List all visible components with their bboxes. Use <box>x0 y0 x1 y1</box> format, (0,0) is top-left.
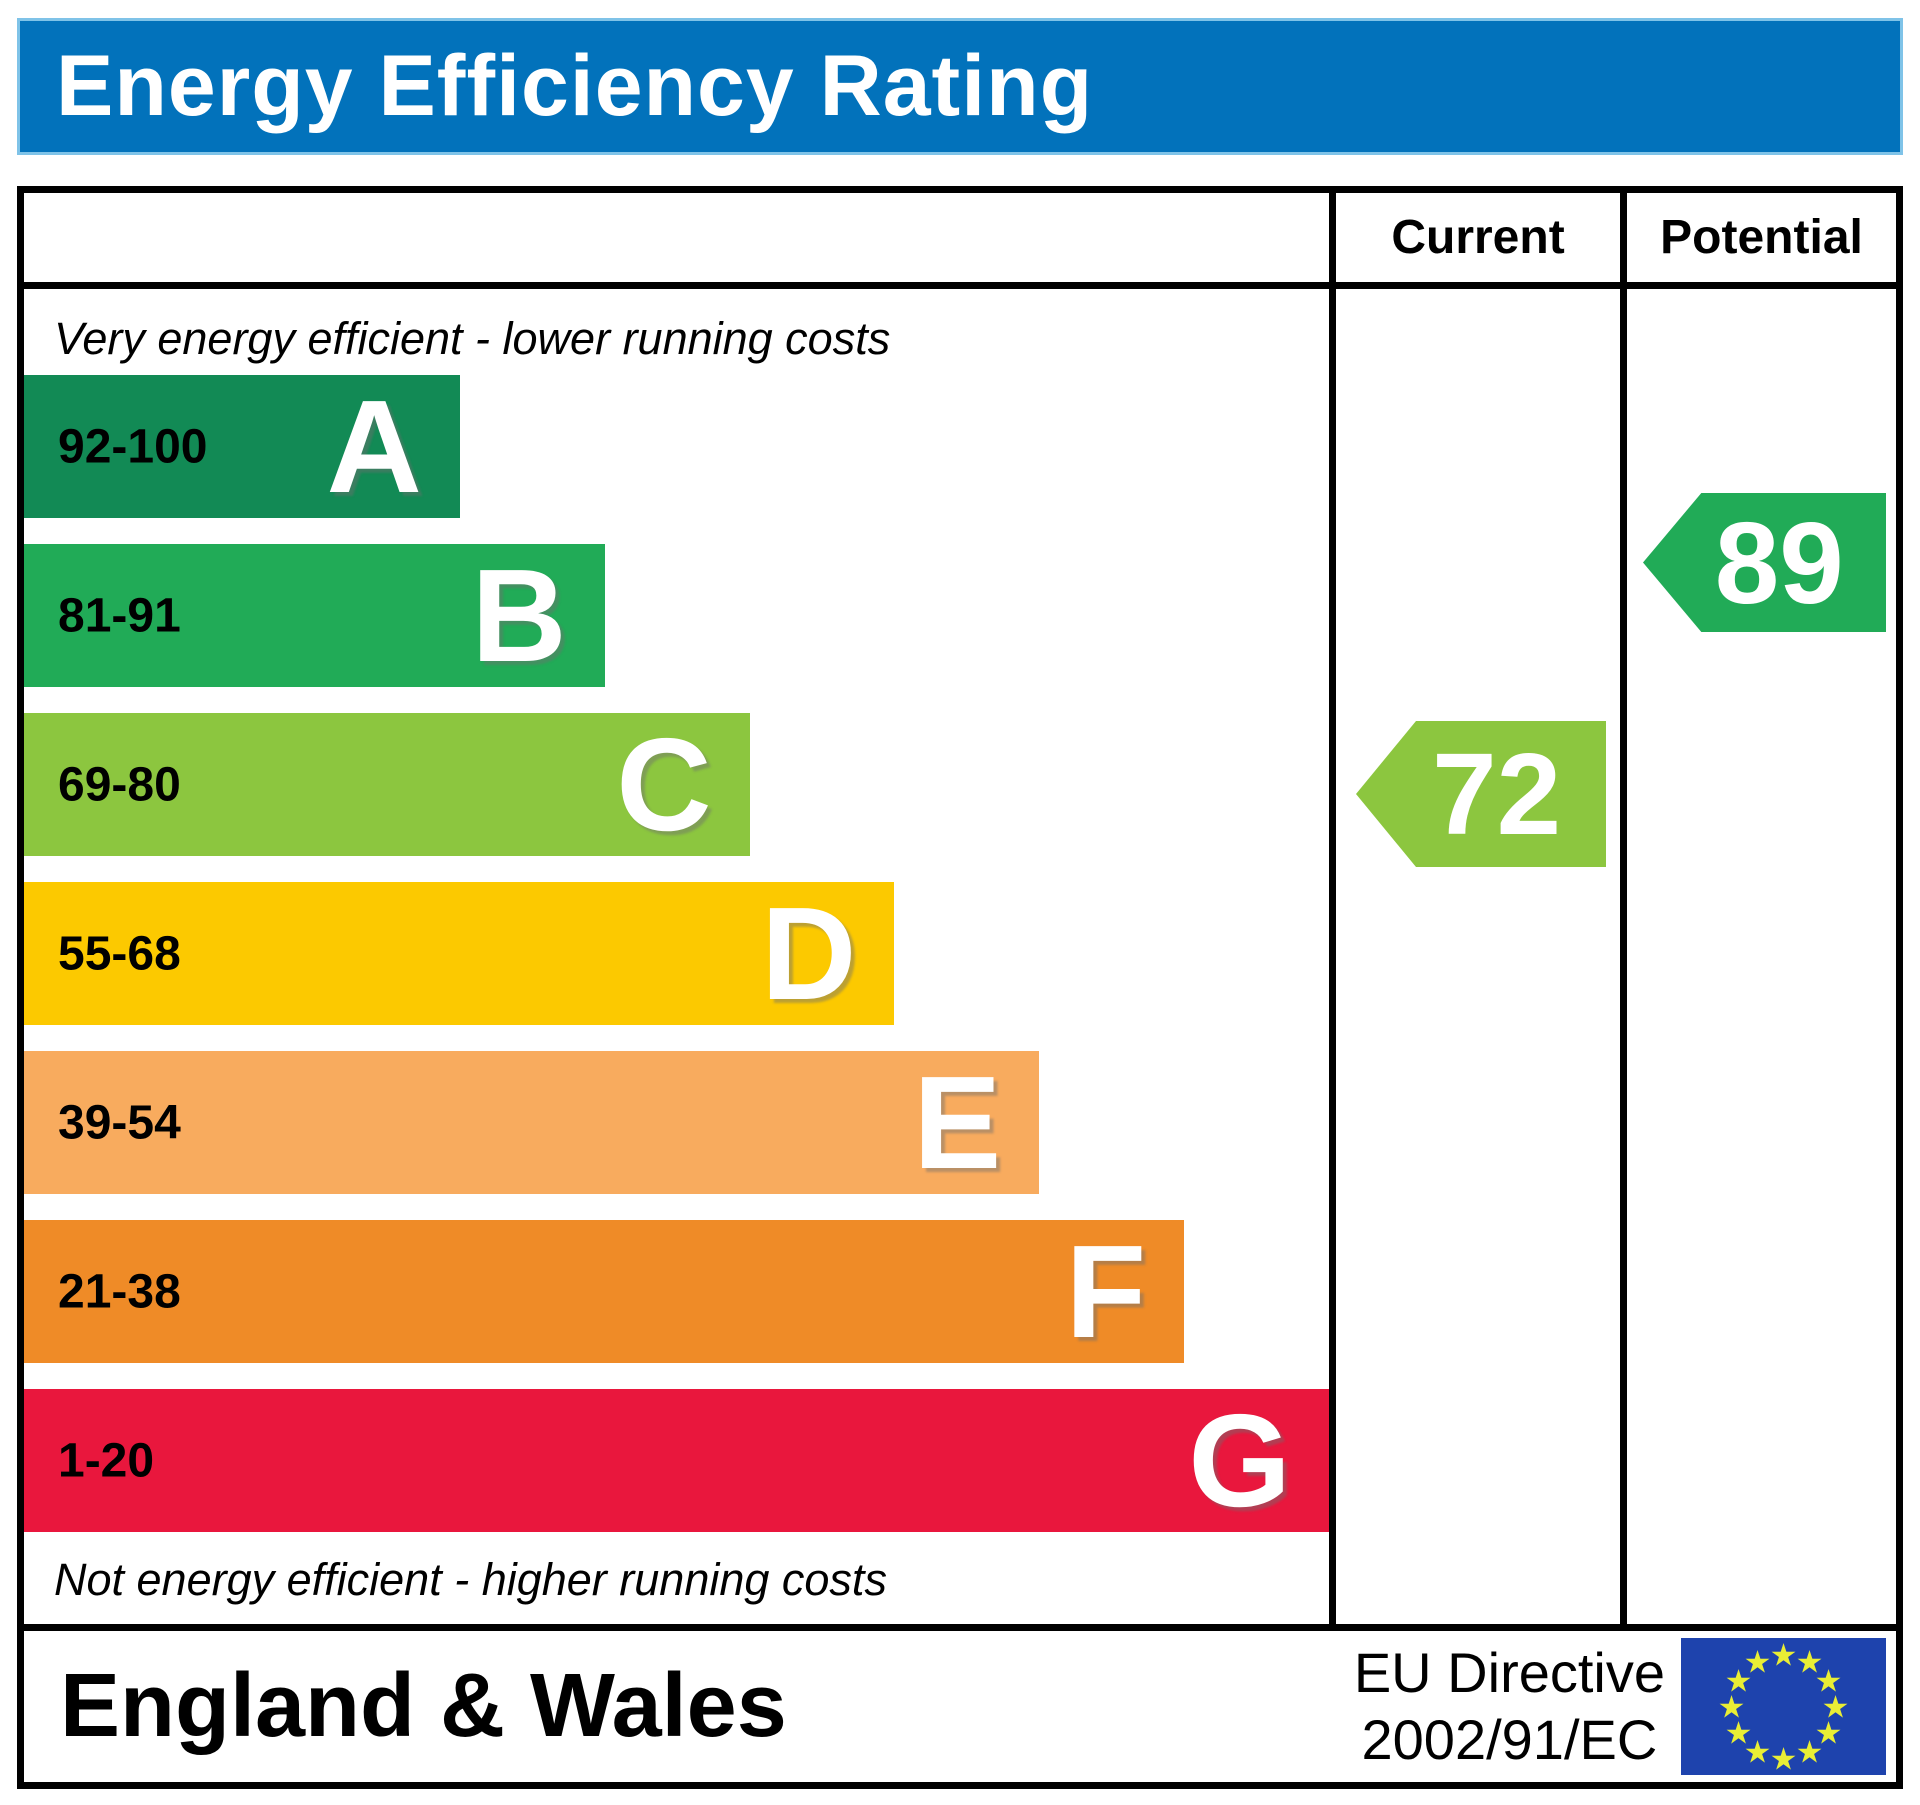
eu-star-icon: ★ <box>1795 1643 1824 1679</box>
title-bar: Energy Efficiency Rating <box>17 18 1903 155</box>
column-header-current: Current <box>1329 193 1620 289</box>
band-letter: D <box>761 879 857 1027</box>
band-letter: F <box>1065 1217 1147 1365</box>
eu-directive-label: EU Directive 2002/91/EC <box>1354 1640 1665 1772</box>
column-header-potential: Potential <box>1620 193 1896 289</box>
current-score-column: 72 <box>1329 289 1620 1624</box>
band-letter: E <box>913 1048 1002 1196</box>
eu-star-icon: ★ <box>1795 1734 1824 1770</box>
band-range-label: 81-91 <box>58 589 181 642</box>
band-range-label: 55-68 <box>58 927 181 980</box>
eu-star-icon: ★ <box>1717 1689 1746 1724</box>
page-title: Energy Efficiency Rating <box>56 38 1094 134</box>
current-score-value: 72 <box>1432 729 1562 859</box>
eu-star-icon: ★ <box>1814 1663 1843 1698</box>
band-row-a: 92-100 A <box>24 375 460 518</box>
eu-star-icon: ★ <box>1743 1643 1772 1679</box>
eu-flag-icon: ★ ★ ★ ★ ★ ★ ★ ★ ★ ★ ★ ★ <box>1681 1638 1886 1775</box>
eu-star-icon: ★ <box>1724 1663 1753 1698</box>
band-range-label: 69-80 <box>58 758 181 811</box>
band-letter: C <box>616 710 712 858</box>
band-letter: B <box>471 541 567 689</box>
eu-directive-line2: 2002/91/EC <box>1361 1707 1658 1771</box>
header-spacer-cell <box>24 193 1329 289</box>
band-range-label: 1-20 <box>58 1434 155 1487</box>
potential-score-column: 89 <box>1620 289 1896 1624</box>
band-letter: A <box>326 372 422 520</box>
band-row-b: 81-91 B <box>24 544 605 687</box>
potential-score-arrow: 89 <box>1643 493 1886 632</box>
band-range-label: 39-54 <box>58 1096 181 1149</box>
eu-star-icon: ★ <box>1724 1715 1753 1750</box>
band-row-f: 21-38 F <box>24 1217 1185 1365</box>
band-chart-area: Very energy efficient - lower running co… <box>24 289 1329 1624</box>
band-range-label: 92-100 <box>58 420 208 473</box>
band-row-c: 69-80 C <box>24 713 750 856</box>
band-row-e: 39-54 E <box>24 1048 1040 1196</box>
table-footer: England & Wales EU Directive 2002/91/EC … <box>24 1624 1896 1782</box>
bottom-annotation: Not energy efficient - higher running co… <box>54 1554 887 1605</box>
current-score-arrow: 72 <box>1356 721 1606 867</box>
band-row-g: 1-20 G <box>24 1389 1329 1532</box>
band-row-d: 55-68 D <box>24 879 895 1027</box>
eu-star-icon: ★ <box>1814 1715 1843 1750</box>
band-list: 92-100 A 81-91 B 69-80 C 55-68 D 39-54 <box>24 375 1329 1532</box>
region-label: England & Wales <box>60 1656 787 1756</box>
eu-star-icon: ★ <box>1743 1734 1772 1770</box>
eu-star-icon: ★ <box>1769 1741 1798 1776</box>
rating-table: Current Potential Very energy efficient … <box>17 186 1903 1789</box>
top-annotation: Very energy efficient - lower running co… <box>54 313 891 364</box>
potential-score-value: 89 <box>1714 497 1844 628</box>
eu-directive-line1: EU Directive <box>1353 1641 1665 1705</box>
band-letter: G <box>1188 1386 1291 1534</box>
eu-star-icon: ★ <box>1821 1689 1850 1724</box>
eu-star-icon: ★ <box>1769 1637 1798 1672</box>
band-range-label: 21-38 <box>58 1265 181 1318</box>
